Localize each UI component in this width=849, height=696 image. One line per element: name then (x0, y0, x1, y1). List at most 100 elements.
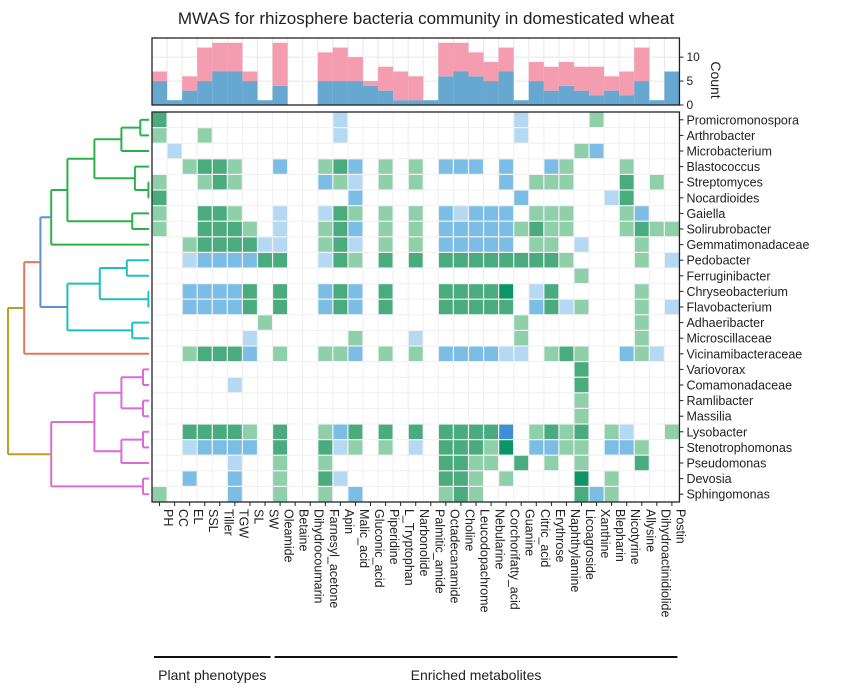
count-bar-base (453, 71, 469, 105)
heatmap-cell (378, 221, 393, 237)
count-bar-top (453, 42, 469, 72)
heatmap-cell (469, 159, 483, 174)
heatmap-cell (619, 175, 634, 190)
heatmap-cell (318, 440, 333, 455)
heatmap-cell (333, 346, 348, 361)
count-bar-top (182, 76, 198, 91)
heatmap-cell (152, 190, 167, 205)
heatmap-cell (499, 206, 514, 221)
heatmap-cell (574, 440, 589, 455)
heatmap-cell (634, 237, 649, 252)
heatmap-cell (559, 253, 574, 268)
heatmap-cell (634, 221, 649, 237)
heatmap-cell (182, 159, 197, 174)
column-label: Xanthine (598, 509, 612, 558)
heatmap-cell (273, 346, 288, 361)
heatmap-cell (212, 221, 227, 237)
heatmap-cell (514, 221, 529, 237)
heatmap-cell (484, 221, 499, 237)
column-label: Tiller (221, 509, 235, 536)
heatmap-cell (454, 424, 468, 439)
heatmap-cell (604, 190, 619, 205)
heatmap-cell (318, 424, 333, 439)
heatmap-cell (182, 237, 197, 252)
count-bar-base (649, 100, 665, 105)
heatmap-cell (348, 424, 363, 439)
heatmap-cell (438, 455, 453, 471)
count-bar-base (332, 81, 348, 105)
count-bar-top (543, 66, 559, 91)
heatmap-cell (559, 424, 574, 439)
heatmap-cell (574, 237, 589, 252)
heatmap-cell (529, 299, 544, 315)
heatmap-cell (469, 237, 483, 252)
heatmap-cell (273, 284, 288, 299)
heatmap-cell (348, 221, 363, 237)
heatmap-cell (559, 440, 574, 455)
row-label: Devosia (686, 472, 731, 486)
heatmap-cell (273, 471, 288, 486)
heatmap-cell (438, 487, 453, 502)
column-labels: PH CC EL SSL Tiller TGW SL SW Oleamide Betaine Dih… (159, 502, 687, 617)
heatmap-cell (529, 284, 544, 299)
column-label: Gluconic_acid (372, 509, 386, 588)
heatmap-cell (212, 175, 227, 190)
heatmap-cell (454, 471, 468, 486)
heatmap-cell (167, 143, 182, 159)
count-bar-base (664, 71, 680, 105)
heatmap-cell (212, 299, 227, 315)
heatmap-cell (152, 112, 167, 127)
heatmap-cell (589, 487, 604, 502)
count-bar-base (513, 100, 529, 105)
count-bar-base (272, 85, 288, 105)
heatmap-cell (258, 315, 272, 330)
heatmap-cell (574, 409, 589, 424)
heatmap-cell (664, 253, 679, 268)
count-bar-top (197, 47, 213, 82)
count-bar-top (408, 76, 424, 101)
heatmap-cell (484, 440, 499, 455)
count-bar-base (227, 71, 243, 105)
heatmap-cell (469, 455, 483, 471)
heatmap-cell (212, 237, 227, 252)
heatmap-cell (182, 253, 197, 268)
column-label: Piperidine (387, 509, 401, 565)
row-label: Ramlibacter (686, 394, 753, 408)
heatmap-cell (273, 159, 288, 174)
count-bar-base (317, 81, 333, 105)
column-label: Citric_acid (538, 509, 552, 567)
count-tick-label: 5 (686, 74, 693, 88)
count-bar-top (573, 66, 590, 91)
column-label: SSL (206, 509, 220, 533)
heatmap-cell (333, 112, 348, 127)
row-label: Microscillaceae (686, 332, 771, 346)
row-label: Arthrobacter (686, 129, 755, 143)
heatmap-cell (227, 221, 242, 237)
row-label: Blastococcus (686, 160, 760, 174)
count-bar-base (182, 90, 198, 105)
heatmap-cell (197, 128, 212, 143)
column-label: Farnesyl_acetone (327, 509, 341, 608)
heatmap-cell (243, 331, 257, 346)
heatmap-cell (348, 253, 363, 268)
count-bar-base (528, 81, 544, 105)
heatmap-cell (634, 455, 649, 471)
heatmap-cell (469, 253, 483, 268)
heatmap-cell (469, 471, 483, 486)
heatmap-cell (634, 284, 649, 299)
column-label: Erythrose (553, 509, 567, 563)
count-tick-label: 0 (686, 98, 693, 112)
heatmap-cell (574, 393, 589, 408)
heatmap-cell (378, 424, 393, 439)
heatmap-cell (212, 440, 227, 455)
heatmap-cell (514, 455, 529, 471)
heatmap-cell (152, 487, 167, 502)
heatmap-cell (378, 237, 393, 252)
heatmap-cell (544, 346, 559, 361)
heatmap-cell (574, 471, 589, 486)
row-label: Nocardioides (686, 191, 759, 205)
heatmap-cell (634, 346, 649, 361)
heatmap-cell (499, 346, 514, 361)
count-bar-base (408, 100, 424, 105)
